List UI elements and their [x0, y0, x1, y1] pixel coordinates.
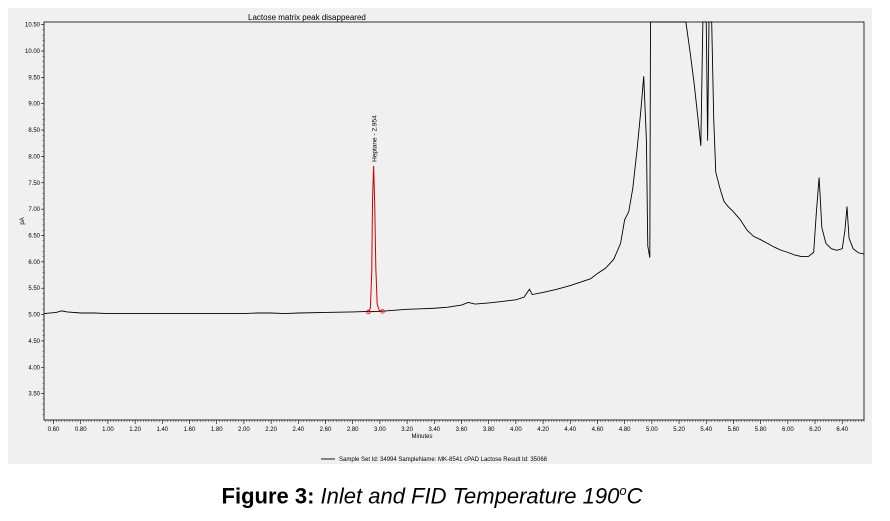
x-tick-label: 1.80 — [211, 427, 223, 433]
x-tick-label: 6.00 — [782, 427, 794, 433]
x-tick-label: 5.00 — [646, 427, 658, 433]
y-tick-label: 9.00 — [28, 102, 40, 108]
x-tick-label: 3.40 — [428, 427, 440, 433]
x-tick-label: 5.60 — [728, 427, 740, 433]
x-tick-label: 3.00 — [374, 427, 386, 433]
x-axis: 0.60 0.80 1.00 1.20 1.40 1.60 1.80 2.00 2.20 2.40… — [45, 420, 865, 433]
x-tick-label: 2.00 — [238, 427, 250, 433]
x-tick-label: 5.20 — [673, 427, 685, 433]
x-tick-label: 1.20 — [129, 427, 141, 433]
x-tick-label: 1.60 — [184, 427, 196, 433]
figure-caption: Figure 3: Inlet and FID Temperature 190o… — [0, 483, 864, 509]
caption-text-end: C — [626, 483, 643, 509]
x-tick-label: 2.60 — [320, 427, 332, 433]
caption-label: Figure 3: — [221, 483, 315, 509]
chromatogram-panel: Lactose matrix peak disappeared 3.50 4.00… — [8, 8, 872, 464]
integrated-peak-heptane — [367, 165, 383, 313]
x-tick-label: 2.80 — [347, 427, 359, 433]
x-tick-label: 3.20 — [401, 427, 413, 433]
x-tick-label: 2.40 — [292, 427, 304, 433]
y-axis: 3.50 4.00 4.50 5.00 5.50 6.00 6.50 7.00 7.50 8.00… — [25, 23, 44, 415]
peak-start-marker — [366, 309, 371, 315]
x-tick-label: 4.20 — [537, 427, 549, 433]
x-tick-label: 2.20 — [265, 427, 277, 433]
x-tick-label: 0.60 — [48, 427, 60, 433]
y-tick-label: 8.00 — [28, 154, 40, 160]
y-tick-label: 10.00 — [25, 49, 41, 55]
series-line-sample — [43, 21, 865, 314]
y-tick-label: 5.00 — [28, 313, 40, 319]
x-tick-label: 4.80 — [619, 427, 631, 433]
y-tick-label: 3.50 — [28, 392, 40, 398]
x-tick-label: 3.80 — [483, 427, 495, 433]
legend-entry: Sample Set Id: 34994 SampleName: MK-8541… — [339, 457, 548, 463]
peak-label-heptane: Heptane - 2.954 — [372, 115, 379, 162]
chart-title: Lactose matrix peak disappeared — [248, 13, 366, 22]
x-tick-label: 4.60 — [592, 427, 604, 433]
y-tick-label: 4.50 — [28, 339, 40, 345]
caption-superscript: o — [619, 483, 627, 498]
x-tick-label: 4.40 — [564, 427, 576, 433]
y-tick-label: 5.50 — [28, 286, 40, 292]
y-tick-label: 7.50 — [28, 181, 40, 187]
x-axis-title: Minutes — [411, 434, 432, 440]
y-tick-label: 9.50 — [28, 75, 40, 81]
y-tick-label: 8.50 — [28, 128, 40, 134]
y-tick-label: 10.50 — [25, 23, 41, 29]
x-tick-label: 6.20 — [809, 427, 821, 433]
y-axis-title: pA — [20, 217, 26, 224]
y-tick-label: 6.00 — [28, 260, 40, 266]
x-tick-label: 3.60 — [456, 427, 468, 433]
x-tick-label: 1.00 — [102, 427, 114, 433]
x-tick-label: 4.00 — [510, 427, 522, 433]
y-tick-label: 4.00 — [28, 365, 40, 371]
x-tick-label: 0.80 — [75, 427, 87, 433]
peak-baseline — [368, 311, 383, 313]
x-tick-label: 1.40 — [156, 427, 168, 433]
x-tick-label: 5.40 — [700, 427, 712, 433]
plot-area-frame — [43, 21, 865, 421]
y-tick-label: 6.50 — [28, 233, 40, 239]
x-tick-label: 5.80 — [755, 427, 767, 433]
x-tick-label: 6.40 — [836, 427, 848, 433]
caption-text: Inlet and FID Temperature 190 — [320, 483, 620, 509]
chromatogram-chart: Lactose matrix peak disappeared 3.50 4.00… — [20, 13, 865, 463]
peak-end-marker — [380, 309, 385, 314]
y-tick-label: 7.00 — [28, 207, 40, 213]
